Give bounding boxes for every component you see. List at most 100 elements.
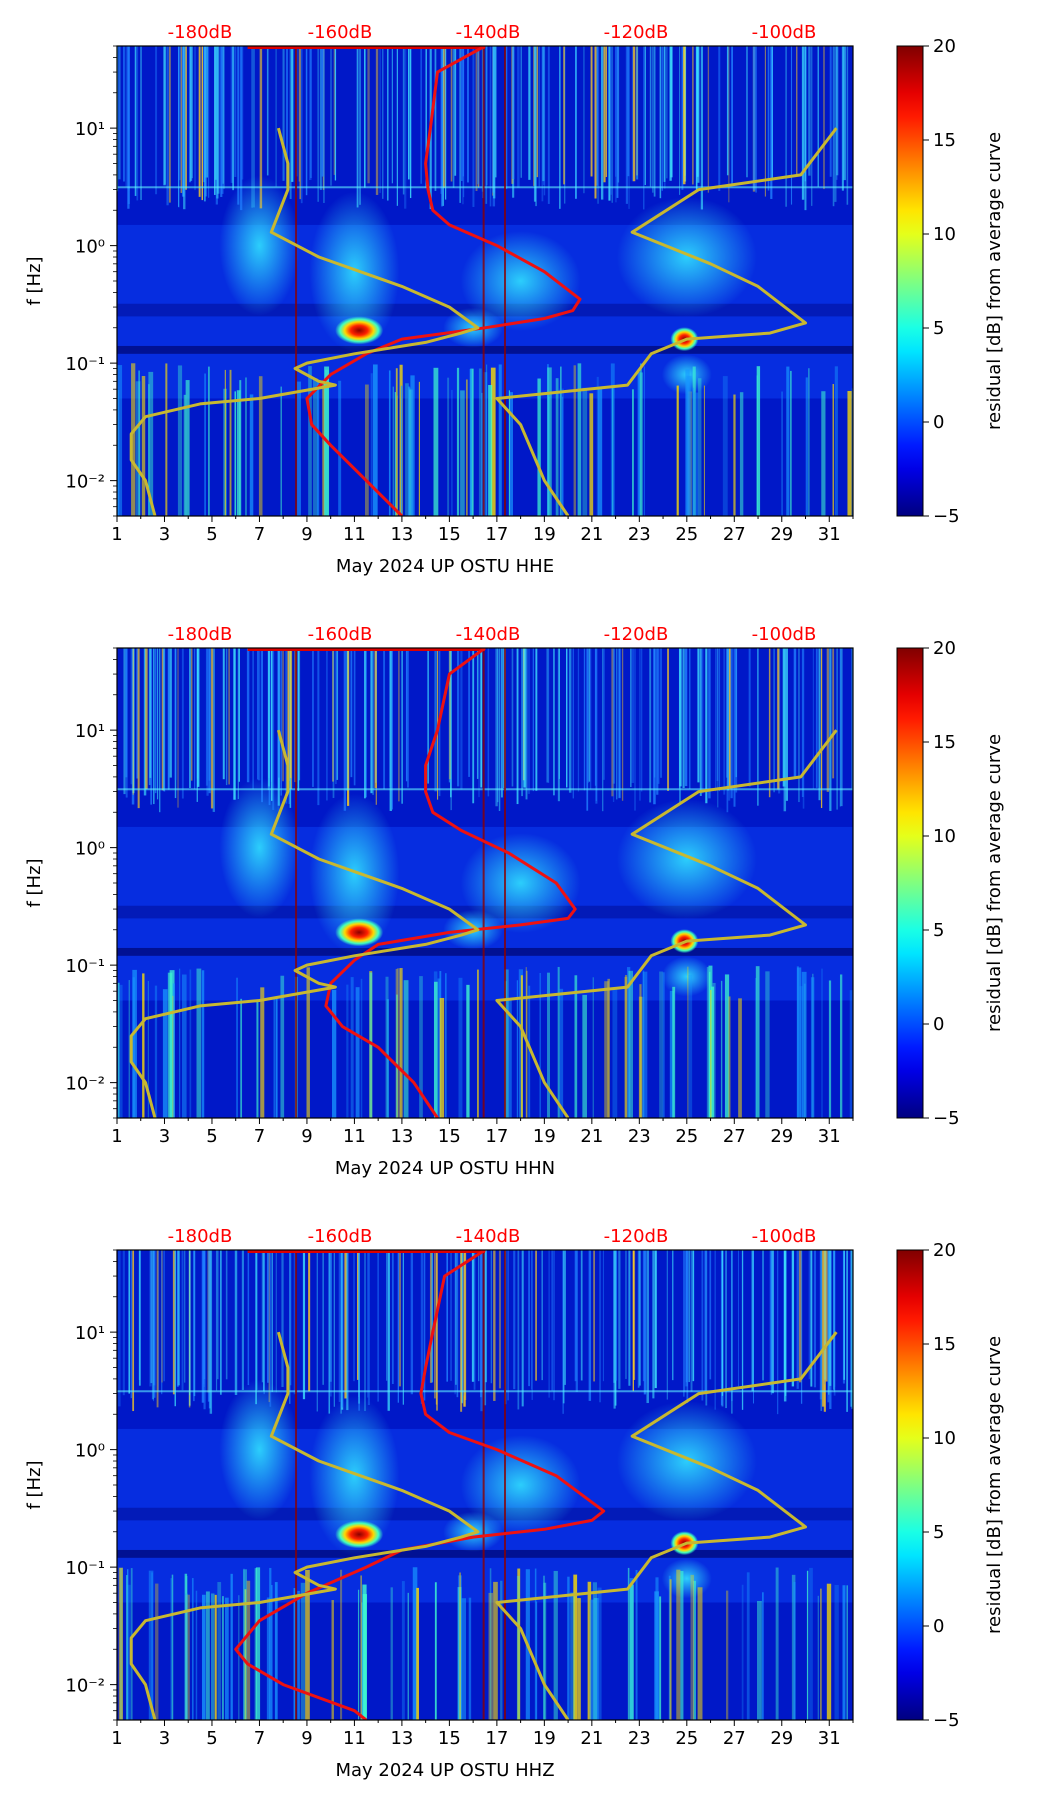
x-axis-label: May 2024 UP OSTU HHN xyxy=(335,1158,555,1179)
x-tick-label: 5 xyxy=(206,1728,217,1749)
x-tick-label: 1 xyxy=(111,1728,122,1749)
x-tick-label: 5 xyxy=(206,1126,217,1147)
x-tick-label: 13 xyxy=(390,1728,413,1749)
series-reference-curve-left xyxy=(129,729,480,1118)
colorbar xyxy=(896,45,924,517)
x-tick-label: 23 xyxy=(628,524,651,545)
series-average-psd-curve xyxy=(324,648,577,1118)
x-tick-label: 21 xyxy=(580,524,603,545)
colorbar-tick-label: 0 xyxy=(933,1616,944,1637)
colorbar-tick-label: 20 xyxy=(933,638,956,659)
x-axis-label: May 2024 UP OSTU HHE xyxy=(336,556,554,577)
db-scale-label: -120dB xyxy=(604,624,669,645)
x-tick-label: 7 xyxy=(254,1126,265,1147)
series-reference-curve-left xyxy=(129,1331,480,1720)
y-tick-label: 10¹ xyxy=(75,721,105,742)
spectrogram-panel-hhn: 1 3 5 7 9 11 13 15 17 19 21 23 25 27 29 31 10⁻² 10⁻¹ 10⁰ 10… xyxy=(0,602,1052,1204)
db-scale-label: -160dB xyxy=(308,624,373,645)
x-tick-label: 25 xyxy=(675,1728,698,1749)
spectrogram-panel-hhz: 1 3 5 7 9 11 13 15 17 19 21 23 25 27 29 31 10⁻² 10⁻¹ 10⁰ 10… xyxy=(0,1204,1052,1806)
x-tick-label: 17 xyxy=(485,524,508,545)
x-tick-label: 23 xyxy=(628,1728,651,1749)
x-tick-label: 11 xyxy=(343,1126,366,1147)
x-tick-label: 29 xyxy=(770,524,793,545)
x-tick-label: 13 xyxy=(390,1126,413,1147)
x-tick-label: 7 xyxy=(254,524,265,545)
db-scale-label: -140dB xyxy=(456,22,521,43)
series-reference-curve-right xyxy=(495,1331,838,1720)
colorbar-tick-label: 5 xyxy=(933,1522,944,1543)
x-tick-label: 9 xyxy=(301,524,312,545)
db-scale-label: -120dB xyxy=(604,1226,669,1247)
spectrogram-chart-hhn: 1 3 5 7 9 11 13 15 17 19 21 23 25 27 29 3110⁻²10⁻¹10⁰10… xyxy=(24,624,1005,1179)
x-tick-label: 29 xyxy=(770,1728,793,1749)
series-reference-curve-right xyxy=(495,127,838,516)
y-tick-label: 10⁻² xyxy=(65,1074,105,1095)
x-tick-label: 31 xyxy=(818,524,841,545)
colorbar-tick-label: 20 xyxy=(933,36,956,57)
x-tick-label: 15 xyxy=(438,524,461,545)
spectrogram-panel-hhe: 1 3 5 7 9 11 13 15 17 19 21 23 25 27 29 31 10⁻² 10⁻¹ 10⁰ 10… xyxy=(0,0,1052,602)
y-tick-label: 10⁻² xyxy=(65,1676,105,1697)
x-tick-label: 31 xyxy=(818,1728,841,1749)
x-tick-label: 3 xyxy=(159,1728,170,1749)
y-tick-label: 10⁻² xyxy=(65,472,105,493)
x-tick-label: 21 xyxy=(580,1728,603,1749)
colorbar-tick-label: 0 xyxy=(933,1014,944,1035)
db-scale-label: -140dB xyxy=(456,624,521,645)
db-scale-label: -120dB xyxy=(604,22,669,43)
colorbar-tick-label: 15 xyxy=(933,732,956,753)
db-scale-label: -100dB xyxy=(752,22,817,43)
db-scale-label: -180dB xyxy=(168,624,233,645)
db-scale-label: -160dB xyxy=(308,22,373,43)
y-axis-label: f [Hz] xyxy=(24,256,45,305)
colorbar-tick-label: −5 xyxy=(933,1710,960,1731)
y-axis-label: f [Hz] xyxy=(24,858,45,907)
db-scale-label: -180dB xyxy=(168,22,233,43)
y-tick-label: 10⁻¹ xyxy=(65,1558,105,1579)
x-tick-label: 13 xyxy=(390,524,413,545)
x-tick-label: 29 xyxy=(770,1126,793,1147)
colorbar xyxy=(896,647,924,1119)
colorbar-tick-label: 15 xyxy=(933,1334,956,1355)
x-tick-label: 9 xyxy=(301,1126,312,1147)
x-tick-label: 11 xyxy=(343,1728,366,1749)
colorbar-tick-label: −5 xyxy=(933,506,960,527)
spectrogram-chart-hhe: 1 3 5 7 9 11 13 15 17 19 21 23 25 27 29 3110⁻²10⁻¹10⁰10… xyxy=(24,22,1005,577)
y-tick-label: 10⁻¹ xyxy=(65,956,105,977)
series-reference-curve-left xyxy=(129,127,480,516)
x-tick-label: 15 xyxy=(438,1126,461,1147)
x-tick-label: 19 xyxy=(533,524,556,545)
x-tick-label: 1 xyxy=(111,1126,122,1147)
x-tick-label: 19 xyxy=(533,1126,556,1147)
spectrogram-field xyxy=(117,1250,853,1720)
y-tick-label: 10⁻¹ xyxy=(65,354,105,375)
y-tick-label: 10⁰ xyxy=(75,237,105,258)
x-tick-label: 3 xyxy=(159,524,170,545)
x-tick-label: 25 xyxy=(675,1126,698,1147)
x-tick-label: 27 xyxy=(723,1728,746,1749)
db-scale-label: -160dB xyxy=(308,1226,373,1247)
x-tick-label: 21 xyxy=(580,1126,603,1147)
y-axis-label: f [Hz] xyxy=(24,1460,45,1509)
y-tick-label: 10¹ xyxy=(75,119,105,140)
db-scale-label: -180dB xyxy=(168,1226,233,1247)
x-tick-label: 27 xyxy=(723,524,746,545)
db-scale-label: -140dB xyxy=(456,1226,521,1247)
x-tick-label: 25 xyxy=(675,524,698,545)
x-tick-label: 23 xyxy=(628,1126,651,1147)
x-tick-label: 11 xyxy=(343,524,366,545)
spectrogram-field xyxy=(117,46,853,516)
x-tick-label: 5 xyxy=(206,524,217,545)
colorbar-tick-label: 10 xyxy=(933,1428,956,1449)
colorbar-tick-label: −5 xyxy=(933,1108,960,1129)
x-tick-label: 7 xyxy=(254,1728,265,1749)
x-axis-label: May 2024 UP OSTU HHZ xyxy=(335,1760,554,1781)
db-scale-label: -100dB xyxy=(752,624,817,645)
series-average-psd-curve xyxy=(234,1250,606,1720)
colorbar-tick-label: 0 xyxy=(933,412,944,433)
x-tick-label: 31 xyxy=(818,1126,841,1147)
x-tick-label: 15 xyxy=(438,1728,461,1749)
x-tick-label: 27 xyxy=(723,1126,746,1147)
series-reference-curve-right xyxy=(495,729,838,1118)
